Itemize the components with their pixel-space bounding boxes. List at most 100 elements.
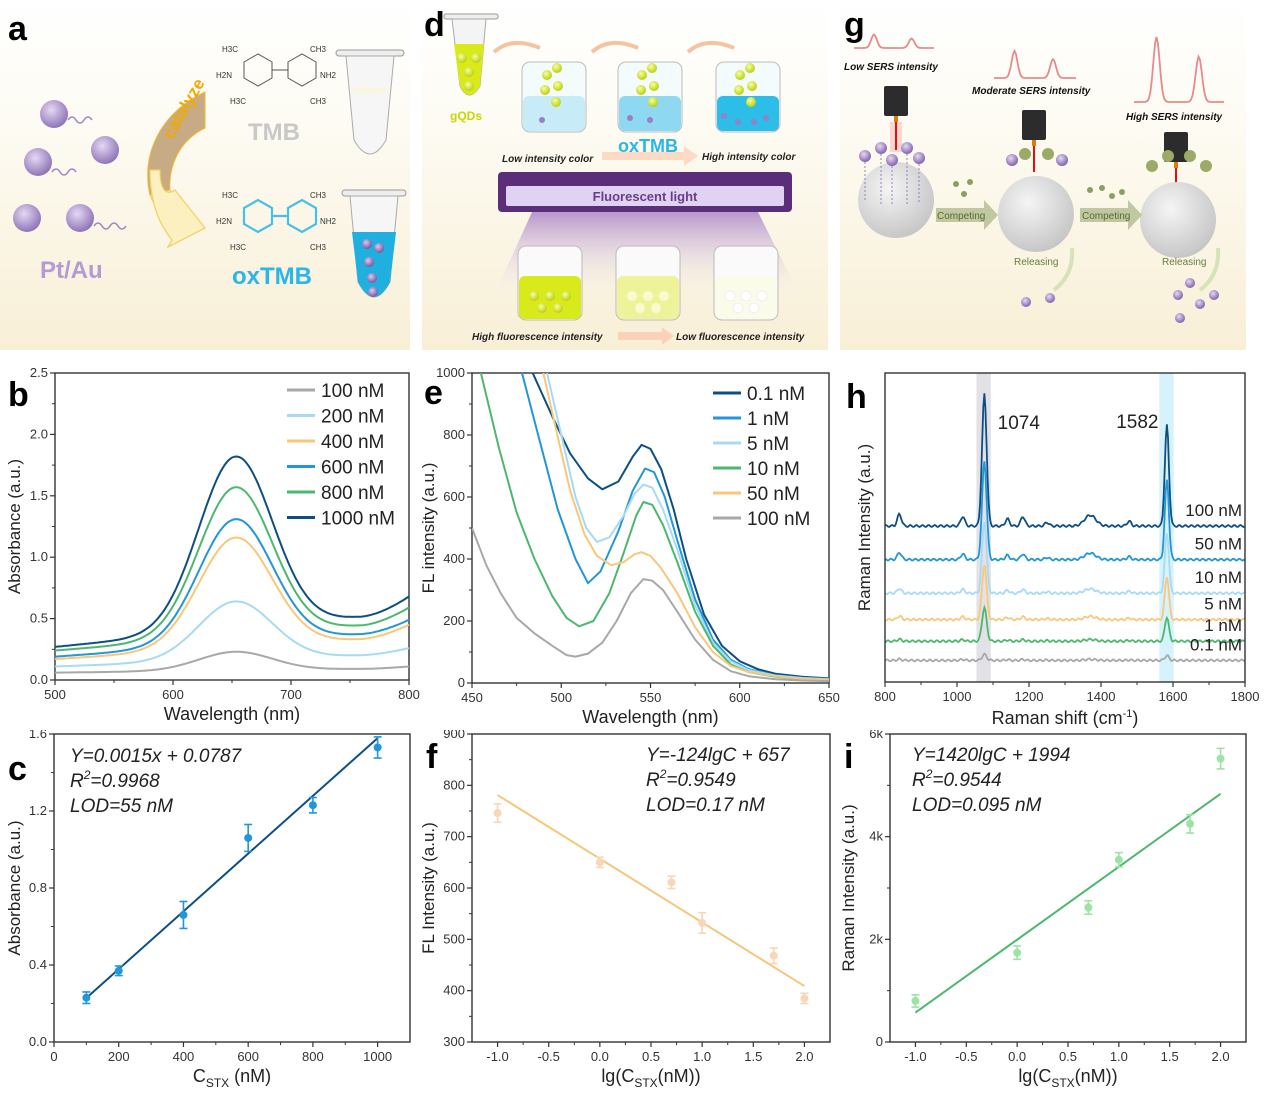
series-line-1nM: [884, 604, 1246, 644]
nanoparticle-icon: [40, 100, 68, 128]
data-point: [493, 809, 502, 818]
x-tick-label: -0.5: [538, 1049, 560, 1064]
gqd-tube-icon: [443, 13, 499, 96]
oxtmb-group-label: CH3: [310, 243, 327, 252]
lod-label: LOD=0.095 nM: [912, 795, 1042, 816]
data-point: [1114, 855, 1123, 864]
x-tick-label: 1400: [1087, 689, 1116, 704]
x-tick-label: 600: [729, 690, 751, 705]
y-tick-label: 800: [443, 427, 465, 442]
x-tick-label: 1800: [1231, 689, 1260, 704]
y-tick-label: 0.0: [29, 1034, 47, 1049]
series-line-50nM: [542, 373, 829, 681]
x-tick-label: 0.5: [642, 1049, 660, 1064]
moderate-sers-label: Moderate SERS intensity: [972, 86, 1091, 97]
nanoparticle-icon: [91, 136, 119, 164]
lod-label: LOD=55 nM: [70, 796, 173, 817]
competing-arrow-2-icon: [1080, 185, 1142, 230]
oxtmb-group-label: H3C: [230, 243, 246, 252]
data-point: [769, 951, 778, 960]
nanoparticle-group: [13, 100, 127, 232]
x-tick-label: 0.0: [1008, 1049, 1026, 1064]
series-line-5nM: [884, 565, 1246, 622]
data-point: [82, 993, 91, 1002]
y-axis-label: Raman Intensity (a.u.): [840, 804, 858, 971]
raman-spectra-chart: 100 nM 50 nM 10 nM 5 nM 1 nM0.1 nM 1074 1582 80…: [855, 372, 1260, 728]
series-line-800nM: [54, 486, 410, 652]
tube-blue-icon: [341, 189, 407, 298]
series-label: 0.1 nM: [1190, 635, 1242, 654]
chart-panel-i: i -1.0 -0.5 0.0 0.5 1.0 1.5 2.0 0 2k 4k 6k Raman In…: [840, 730, 1268, 1104]
chart-panel-h: h 100 nM 50 nM 10 nM 5 nM 1 nM 0.1 nM 1074 1582…: [840, 360, 1268, 730]
chart-panel-b: b 500 600 700 800 0.0 0.5 1.0 1.5 2.0 2.5 Absorban…: [0, 360, 420, 730]
x-tick-label: 600: [162, 687, 184, 702]
oxtmb-group-label: H2N: [216, 217, 232, 226]
catalyze-arrow-icon: [147, 91, 206, 249]
series-label: 10 nM: [1195, 568, 1242, 587]
x-tick-label: 1600: [1159, 689, 1188, 704]
x-tick-label: 1.0: [1110, 1049, 1128, 1064]
data-point: [244, 833, 253, 842]
y-tick-label: 2k: [869, 931, 883, 946]
data-point: [698, 918, 707, 927]
panel-label-c: c: [8, 750, 27, 788]
data-point: [114, 966, 123, 975]
oxtmb-label: oxTMB: [232, 263, 312, 290]
tmb-group-label: H3C: [230, 97, 246, 106]
y-tick-label: 4k: [869, 829, 883, 844]
panel-label-e: e: [424, 374, 443, 412]
series-line-400nM: [54, 536, 410, 661]
panel-label-a: a: [8, 10, 27, 48]
r-squared: R2=0.9968: [70, 768, 160, 792]
chart-panel-c: c 0 200 400 600 800 1000 0.0 0.4 0.8 1.2 1.6 Absorb…: [0, 730, 420, 1104]
x-tick-label: 450: [461, 690, 483, 705]
y-tick-label: 500: [443, 931, 465, 946]
x-tick-label: -0.5: [955, 1049, 977, 1064]
data-point: [179, 910, 188, 919]
competing-arrow-1-icon: [936, 179, 998, 230]
high-fluorescence-label: High fluorescence intensity: [472, 332, 603, 343]
sers-spectrum-low-icon: [854, 33, 934, 49]
series-line-100nM: [884, 393, 1246, 529]
absorbance-spectra-chart: 500 600 700 800 0.0 0.5 1.0 1.5 2.0 2.5 Absorbance…: [5, 365, 420, 724]
series-line-0.1nM: [531, 373, 829, 680]
oxtmb-label: oxTMB: [618, 136, 678, 156]
y-axis-label: Absorbance (a.u.): [5, 820, 24, 955]
y-tick-label: 1.2: [29, 803, 47, 818]
y-tick-label: 0: [458, 675, 465, 690]
data-point: [308, 801, 317, 810]
series-label: 100 nM: [1185, 501, 1242, 520]
panel-label-b: b: [8, 376, 29, 414]
tube-clear-icon: [335, 49, 405, 155]
tmb-structure: [243, 53, 317, 87]
competing-label-1: Competing: [937, 211, 985, 222]
series-line-10nM: [884, 521, 1246, 596]
y-axis-label: FL Intensity (a.u.): [420, 822, 438, 954]
gqds-label: gQDs: [450, 109, 482, 123]
y-tick-label: 6k: [869, 730, 883, 741]
nanoparticle-icon: [13, 204, 41, 232]
data-point: [1216, 754, 1225, 763]
tmb-group-label: H2N: [216, 71, 232, 80]
x-tick-label: 2.0: [795, 1049, 813, 1064]
x-axis-label: lg(CSTX(nM)): [601, 1066, 700, 1090]
y-tick-label: 400: [443, 983, 465, 998]
y-tick-label: 0: [876, 1034, 883, 1049]
tmb-label: TMB: [248, 119, 300, 146]
x-tick-label: 650: [818, 690, 840, 705]
oxtmb-group-label: H3C: [222, 191, 238, 200]
y-tick-label: 200: [443, 613, 465, 628]
releasing-label-1: Releasing: [1014, 257, 1058, 268]
fit-equation: Y=1420lgC + 1994: [912, 745, 1070, 766]
releasing-label-2: Releasing: [1162, 257, 1206, 268]
data-point: [911, 996, 920, 1005]
legend-label: 200 nM: [321, 407, 384, 428]
data-point: [373, 743, 382, 752]
legend-label: 1000 nM: [321, 509, 395, 530]
y-tick-label: 1.0: [30, 549, 48, 564]
nanoparticle-icon: [24, 148, 52, 176]
probe-low-icon: [858, 86, 934, 238]
legend-label: 10 nM: [747, 459, 800, 480]
probe-moderate-icon: [998, 110, 1074, 252]
y-tick-label: 2.5: [30, 365, 48, 380]
